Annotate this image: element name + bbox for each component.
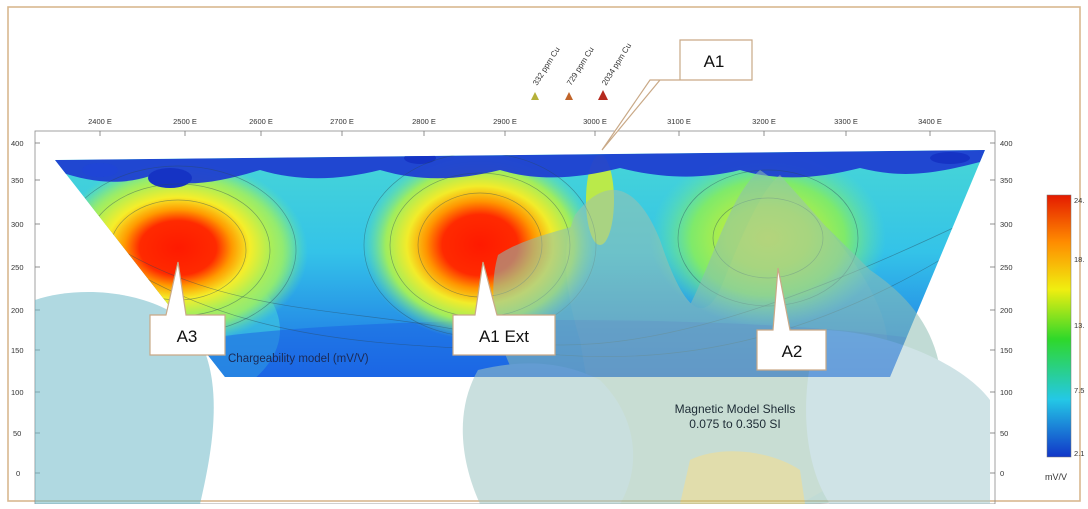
magnetic-shells-label-line2: 0.075 to 0.350 SI xyxy=(689,417,780,431)
y-tick-label-right: 150 xyxy=(1000,346,1013,355)
y-tick-label-right: 100 xyxy=(1000,388,1013,397)
sample-marker-332 xyxy=(531,92,539,100)
x-tick-label: 2600 E xyxy=(249,117,273,126)
chargeability-model-label: Chargeability model (mV/V) xyxy=(228,353,369,365)
y-tick-label-right: 350 xyxy=(1000,176,1013,185)
y-tick-label-left: 50 xyxy=(13,429,21,438)
y-tick-label-left: 150 xyxy=(11,346,24,355)
magnetic-shells-label-line1: Magnetic Model Shells xyxy=(675,402,796,416)
x-tick-label: 2700 E xyxy=(330,117,354,126)
y-tick-label-left: 400 xyxy=(11,139,24,148)
y-tick-label-right: 300 xyxy=(1000,220,1013,229)
y-tick-label-right: 200 xyxy=(1000,306,1013,315)
colorbar-unit: mV/V xyxy=(1045,472,1067,482)
y-tick-label-right: 400 xyxy=(1000,139,1013,148)
colorbar-tick: 24. xyxy=(1074,196,1084,205)
x-tick-label: 3200 E xyxy=(752,117,776,126)
callout-a1-ext: A1 Ext xyxy=(452,261,556,356)
colorbar-gradient xyxy=(1046,194,1072,458)
x-tick-label: 3400 E xyxy=(918,117,942,126)
y-tick-label-left: 250 xyxy=(11,263,24,272)
callout-a1: A1 xyxy=(601,39,753,151)
callout-a1-ext-text: A1 Ext xyxy=(479,327,529,346)
colorbar-tick: 18. xyxy=(1074,255,1084,264)
y-tick-label-left: 300 xyxy=(11,220,24,229)
y-tick-label-left: 100 xyxy=(11,388,24,397)
colorbar-tick: 7.5 xyxy=(1074,386,1084,395)
x-tick-label: 2900 E xyxy=(493,117,517,126)
sample-marker-729 xyxy=(565,92,573,100)
y-tick-label-left: 0 xyxy=(16,469,20,478)
sample-marker-2034 xyxy=(598,90,608,100)
callout-a3: A3 xyxy=(149,261,226,356)
colorbar-tick: 13. xyxy=(1074,321,1084,330)
x-tick-label: 3300 E xyxy=(834,117,858,126)
x-tick-label: 2400 E xyxy=(88,117,112,126)
callout-a2: A2 xyxy=(756,267,827,371)
y-tick-label-right: 50 xyxy=(1000,429,1008,438)
x-tick-label: 3100 E xyxy=(667,117,691,126)
colorbar-tick: 2.1 xyxy=(1074,449,1084,458)
y-tick-label-right: 250 xyxy=(1000,263,1013,272)
x-axis xyxy=(99,131,931,136)
callout-a2-text: A2 xyxy=(782,342,803,361)
x-tick-label: 2800 E xyxy=(412,117,436,126)
callout-a1-text: A1 xyxy=(704,52,725,71)
colorbar-legend: 24. 18. 13. 7.5 2.1 mV/V xyxy=(1045,194,1084,482)
y-tick-label-left: 200 xyxy=(11,306,24,315)
callout-a3-text: A3 xyxy=(177,327,198,346)
y-tick-label-left: 350 xyxy=(11,176,24,185)
y-tick-label-right: 0 xyxy=(1000,469,1004,478)
x-tick-label: 2500 E xyxy=(173,117,197,126)
x-tick-label: 3000 E xyxy=(583,117,607,126)
